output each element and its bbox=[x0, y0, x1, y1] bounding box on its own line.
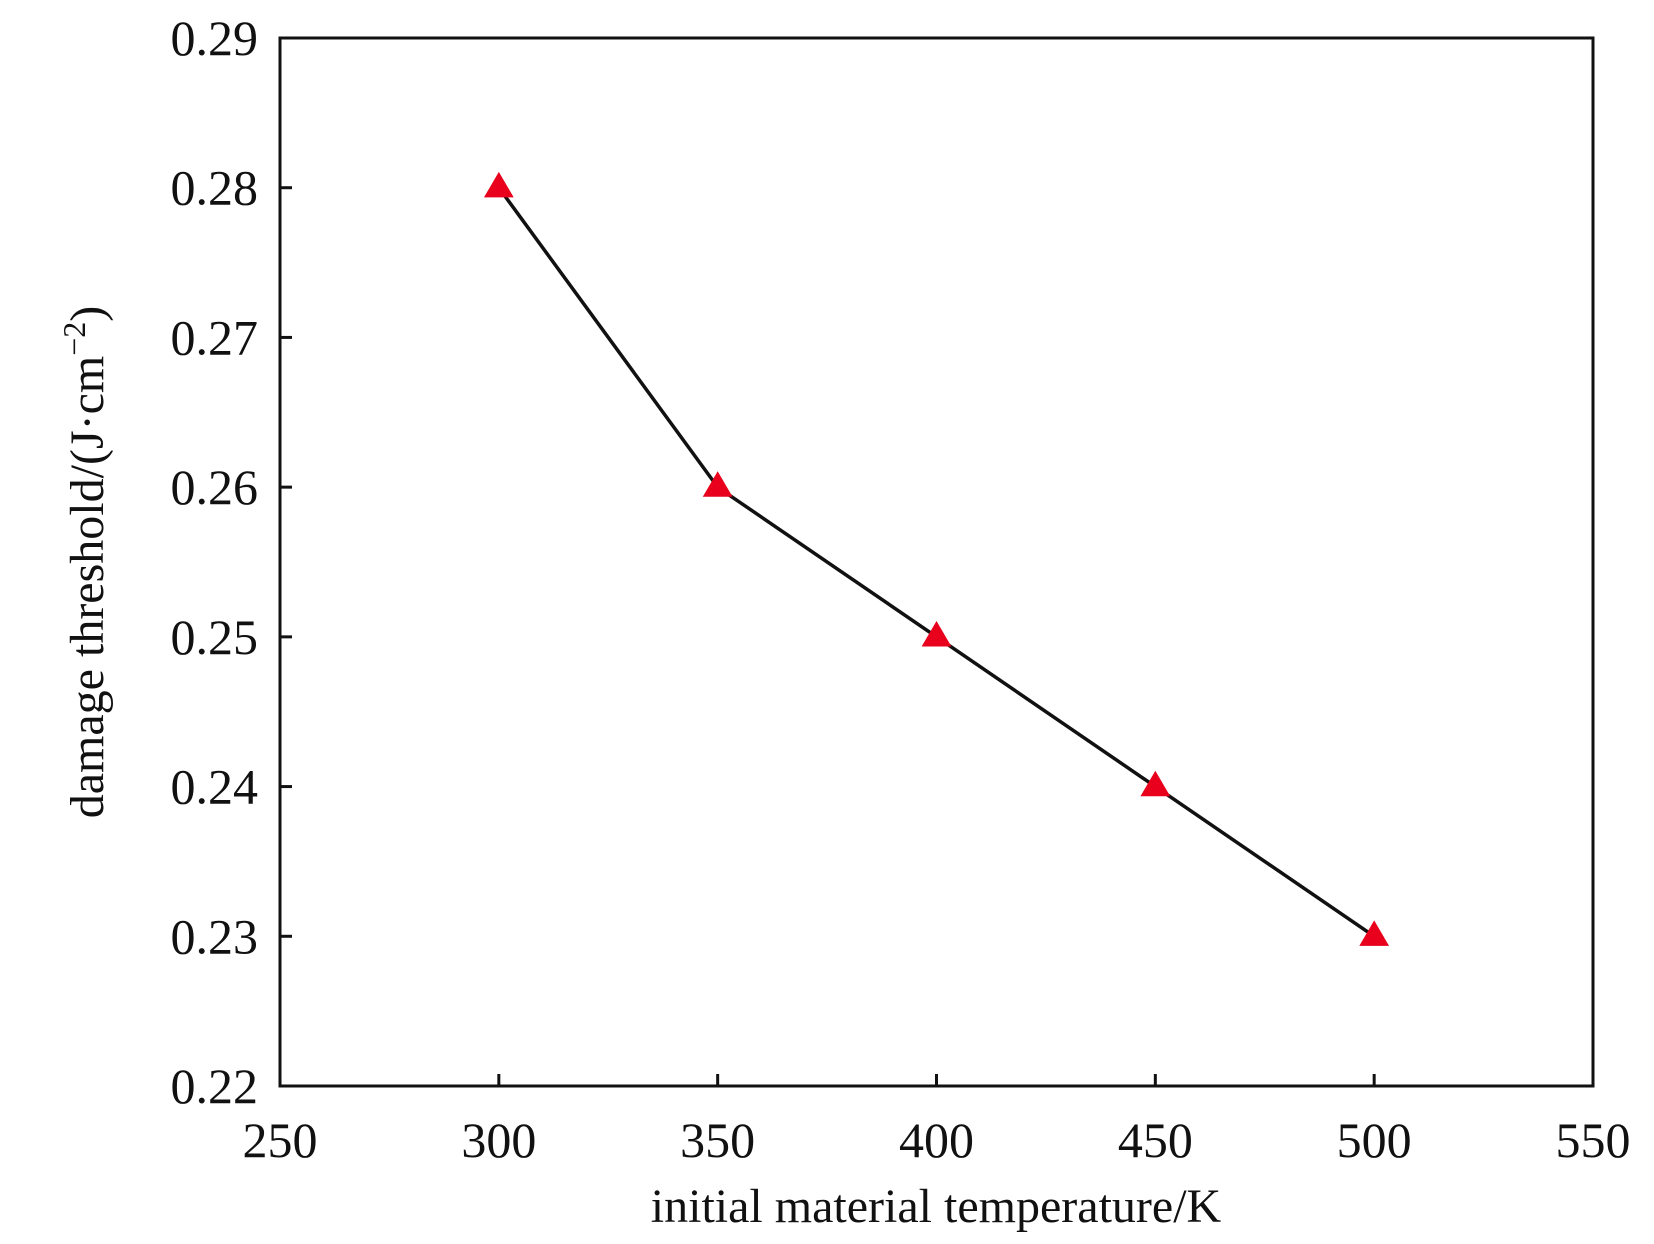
x-tick-label: 450 bbox=[1118, 1112, 1193, 1168]
x-tick-label: 250 bbox=[243, 1112, 318, 1168]
x-tick-labels: 250 300 350 400 450 500 550 bbox=[243, 1112, 1631, 1168]
x-tick-label: 500 bbox=[1337, 1112, 1412, 1168]
plot-frame bbox=[278, 36, 1595, 1088]
x-tick-label: 550 bbox=[1556, 1112, 1631, 1168]
y-axis-title-main: damage threshold/(J·cm bbox=[61, 356, 114, 819]
data-point-marker bbox=[921, 620, 952, 647]
series-layer bbox=[483, 171, 1390, 946]
y-tick-label: 0.25 bbox=[171, 609, 259, 665]
x-tick-label: 300 bbox=[461, 1112, 536, 1168]
y-tick-label: 0.28 bbox=[171, 160, 259, 216]
x-tick-label: 400 bbox=[899, 1112, 974, 1168]
y-tick-label: 0.26 bbox=[171, 459, 259, 515]
y-axis-title-suffix: ) bbox=[61, 306, 114, 322]
x-axis-title: initial material temperature/K bbox=[651, 1180, 1222, 1233]
data-point-marker bbox=[1140, 770, 1171, 797]
x-tick-label: 350 bbox=[680, 1112, 755, 1168]
y-tick-label: 0.24 bbox=[171, 759, 259, 815]
y-axis-title-exponent: −2 bbox=[56, 322, 92, 356]
series-line bbox=[497, 186, 1376, 938]
y-axis-title: damage threshold/(J·cm−2) bbox=[56, 306, 114, 819]
y-tick-marks bbox=[280, 36, 292, 1088]
y-tick-label: 0.22 bbox=[171, 1058, 259, 1114]
x-tick-marks bbox=[278, 1074, 1595, 1086]
y-tick-label: 0.29 bbox=[171, 10, 259, 66]
y-tick-label: 0.27 bbox=[171, 309, 259, 365]
data-point-marker bbox=[1359, 920, 1390, 946]
y-tick-label: 0.23 bbox=[171, 908, 259, 964]
y-tick-labels: 0.22 0.23 0.24 0.25 0.26 0.27 0.28 0.29 bbox=[171, 10, 259, 1114]
data-point-marker bbox=[702, 471, 733, 497]
data-point-marker bbox=[483, 171, 514, 198]
